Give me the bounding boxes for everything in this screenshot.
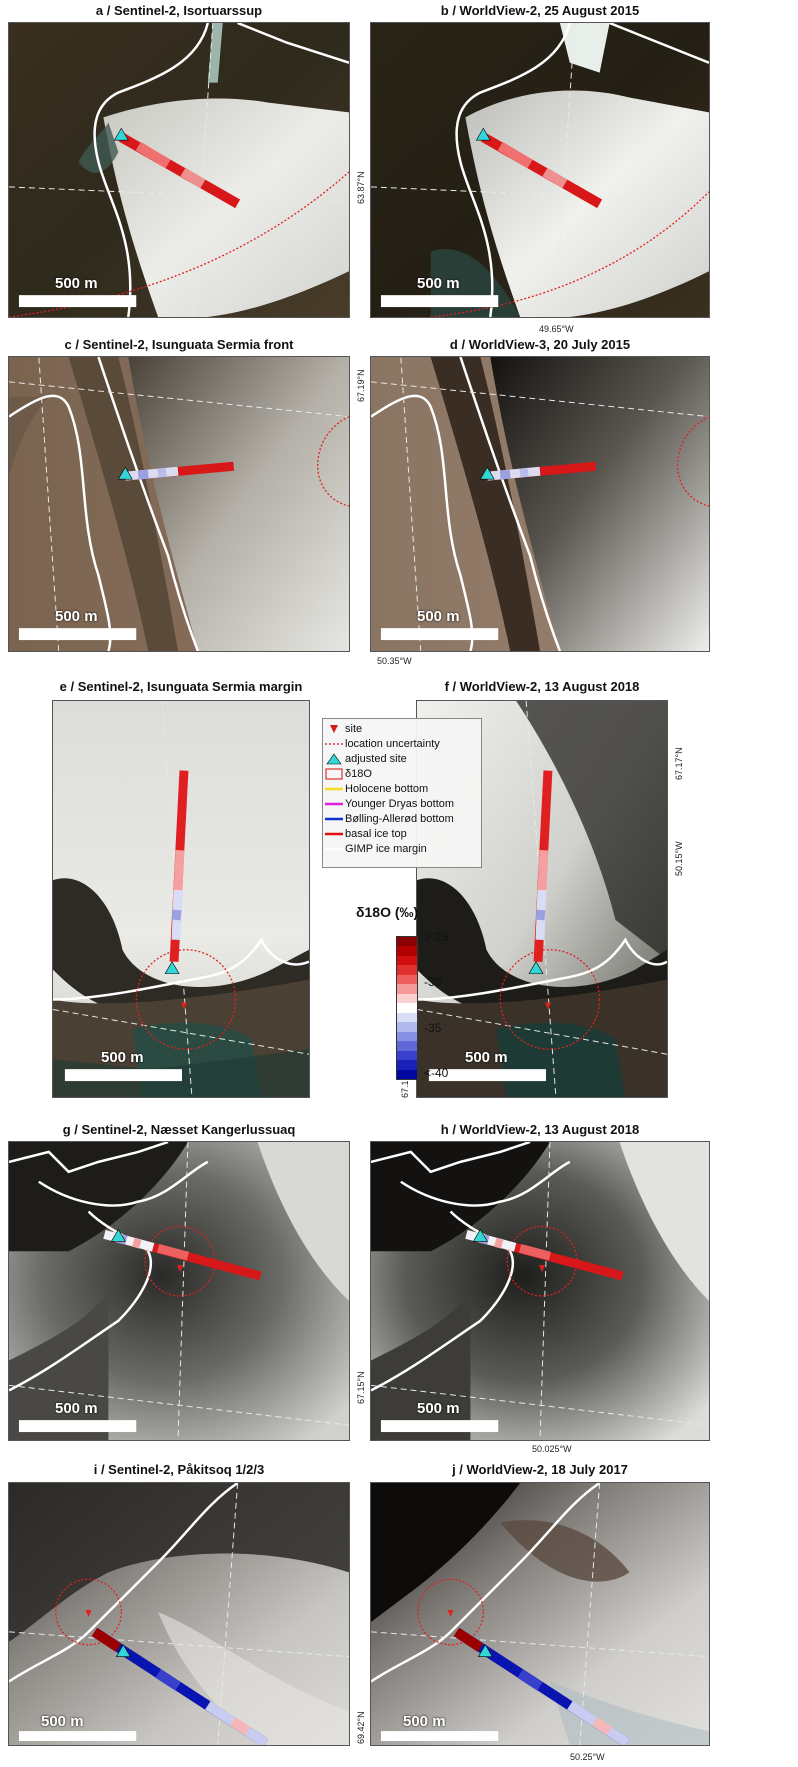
box-icon — [323, 767, 345, 781]
panel-e-scale-label: 500 m — [101, 1049, 144, 1066]
colorbar-segment — [397, 1069, 417, 1080]
legend-item-d18o: δ18O — [323, 767, 372, 781]
legend-label: site — [345, 723, 363, 735]
gh-longitude-label: 50.025°W — [532, 1444, 572, 1454]
panel-b-image: 500 m — [370, 22, 710, 318]
legend-item-gimp-ice-margin: GIMP ice margin — [323, 842, 427, 856]
legend-label: adjusted site — [345, 753, 407, 765]
ij-longitude-label: 50.25°W — [570, 1752, 605, 1762]
ij-latitude-label: 69.42°N — [356, 1711, 366, 1744]
panel-e-title: e / Sentinel-2, Isunguata Sermia margin — [59, 679, 303, 694]
yellow-line-icon — [323, 782, 345, 796]
colorbar-segment — [397, 1031, 417, 1042]
panel-i-title: i / Sentinel-2, Påkitsoq 1/2/3 — [93, 1462, 265, 1477]
panel-g-title: g / Sentinel-2, Næsset Kangerlussuaq — [62, 1122, 296, 1137]
cd-longitude-label: 50.35°W — [377, 656, 412, 666]
colorbar-tick: <-40 — [424, 1066, 449, 1080]
panel-j-title: j / WorldView-2, 18 July 2017 — [452, 1462, 628, 1477]
ab-longitude-label: 49.65°W — [539, 324, 574, 334]
colorbar-segment — [397, 1003, 417, 1013]
legend-label: Holocene bottom — [345, 783, 429, 795]
legend-item-adjusted-site: adjusted site — [323, 752, 407, 766]
panel-a-title: a / Sentinel-2, Isortuarssup — [95, 3, 263, 18]
red-line-icon — [323, 827, 345, 841]
cd-latitude-label: 67.19°N — [356, 369, 366, 402]
panel-b-scale-label: 500 m — [417, 275, 460, 292]
panel-h-image: 500 m — [370, 1141, 710, 1441]
panel-d-title: d / WorldView-3, 20 July 2015 — [449, 337, 631, 352]
panel-d-scale-label: 500 m — [417, 608, 460, 625]
panel-g-scale-label: 500 m — [55, 1400, 98, 1417]
panel-f-title: f / WorldView-2, 13 August 2018 — [444, 679, 640, 694]
panel-i-scale-label: 500 m — [41, 1713, 84, 1730]
panel-e-image: 500 m — [52, 700, 310, 1098]
legend: site location uncertainty adjusted site … — [322, 718, 482, 868]
ef-latitude-top-label: 67.17°N — [674, 747, 684, 780]
colorbar-title: δ18O (‰) — [356, 904, 419, 920]
colorbar-segment — [397, 1060, 417, 1070]
dotted-line-icon — [323, 737, 345, 751]
colorbar-segment — [397, 1041, 417, 1051]
gh-latitude-label: 67.15°N — [356, 1371, 366, 1404]
colorbar-segment — [397, 946, 417, 956]
legend-label: Younger Dryas bottom — [345, 798, 455, 810]
panel-f-image: 500 m — [416, 700, 668, 1098]
colorbar-segment — [397, 993, 417, 1004]
panel-c-scale-label: 500 m — [55, 608, 98, 625]
legend-label: basal ice top — [345, 828, 407, 840]
panel-a-image: 500 m — [8, 22, 350, 318]
colorbar-segment — [397, 974, 417, 985]
magenta-line-icon — [323, 797, 345, 811]
panel-b-title: b / WorldView-2, 25 August 2015 — [440, 3, 640, 18]
panel-h-scale-label: 500 m — [417, 1400, 460, 1417]
up-triangle-icon — [323, 752, 345, 766]
panel-c-image: 500 m — [8, 356, 350, 652]
legend-label: δ18O — [345, 768, 372, 780]
legend-item-location-uncertainty: location uncertainty — [323, 737, 440, 751]
legend-item-basal-ice-top: basal ice top — [323, 827, 407, 841]
panel-g-image: 500 m — [8, 1141, 350, 1441]
panel-a-scale-label: 500 m — [55, 275, 98, 292]
ef-longitude-label: 50.15°W — [674, 841, 684, 876]
colorbar-segment — [397, 955, 417, 966]
legend-item-younger-dryas-bottom: Younger Dryas bottom — [323, 797, 454, 811]
panel-i-image: 500 m — [8, 1482, 350, 1746]
colorbar-segment — [397, 1050, 417, 1061]
panel-f-scale-label: 500 m — [465, 1049, 508, 1066]
legend-item-bolling-allerod-bottom: Bølling-Allerød bottom — [323, 812, 454, 826]
legend-item-holocene-bottom: Holocene bottom — [323, 782, 428, 796]
ab-latitude-label: 63.87°N — [356, 171, 366, 204]
colorbar-segment — [397, 1012, 417, 1023]
legend-label: location uncertainty — [345, 738, 440, 750]
legend-label: Bølling-Allerød bottom — [345, 813, 454, 825]
panel-h-title: h / WorldView-2, 13 August 2018 — [440, 1122, 640, 1137]
legend-label: GIMP ice margin — [345, 843, 427, 855]
white-line-icon — [323, 842, 345, 856]
colorbar-tick: -30 — [424, 975, 442, 989]
legend-item-site: site — [323, 722, 362, 736]
colorbar-segment — [397, 984, 417, 994]
down-triangle-icon — [323, 722, 345, 736]
panel-d-image: 500 m — [370, 356, 710, 652]
colorbar-segment — [397, 937, 417, 947]
colorbar-segment — [397, 965, 417, 975]
panel-c-title: c / Sentinel-2, Isunguata Sermia front — [64, 337, 294, 352]
colorbar-segment — [397, 1022, 417, 1032]
colorbar — [396, 936, 418, 1080]
panel-j-image: 500 m — [370, 1482, 710, 1746]
panel-j-scale-label: 500 m — [403, 1713, 446, 1730]
colorbar-tick: -35 — [424, 1021, 442, 1035]
blue-line-icon — [323, 812, 345, 826]
colorbar-tick: >-25 — [424, 930, 449, 944]
